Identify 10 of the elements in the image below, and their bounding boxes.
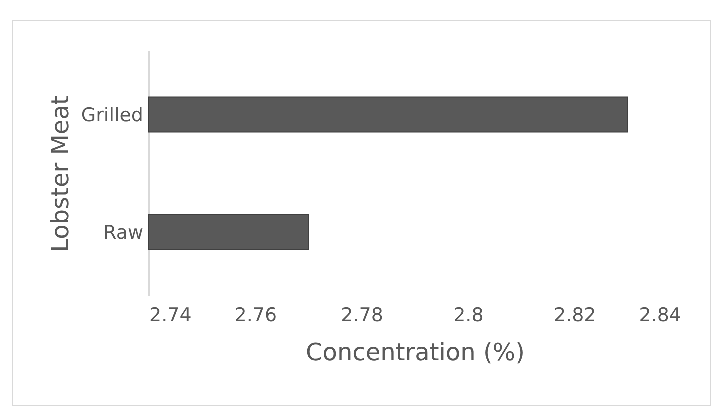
x-tick-label: 2.82 bbox=[554, 304, 596, 326]
x-tick-label: 2.74 bbox=[150, 304, 192, 326]
y-axis-title: Lobster Meat bbox=[46, 96, 74, 252]
x-tick-label: 2.78 bbox=[341, 304, 384, 326]
x-tick-label: 2.8 bbox=[454, 304, 484, 326]
x-tick-label: 2.76 bbox=[234, 304, 278, 326]
y-tick-label: Raw bbox=[104, 222, 144, 244]
x-axis-title: Concentration (%) bbox=[306, 338, 525, 366]
y-tick-label: Grilled bbox=[81, 104, 144, 126]
x-tick-label: 2.84 bbox=[639, 304, 682, 326]
